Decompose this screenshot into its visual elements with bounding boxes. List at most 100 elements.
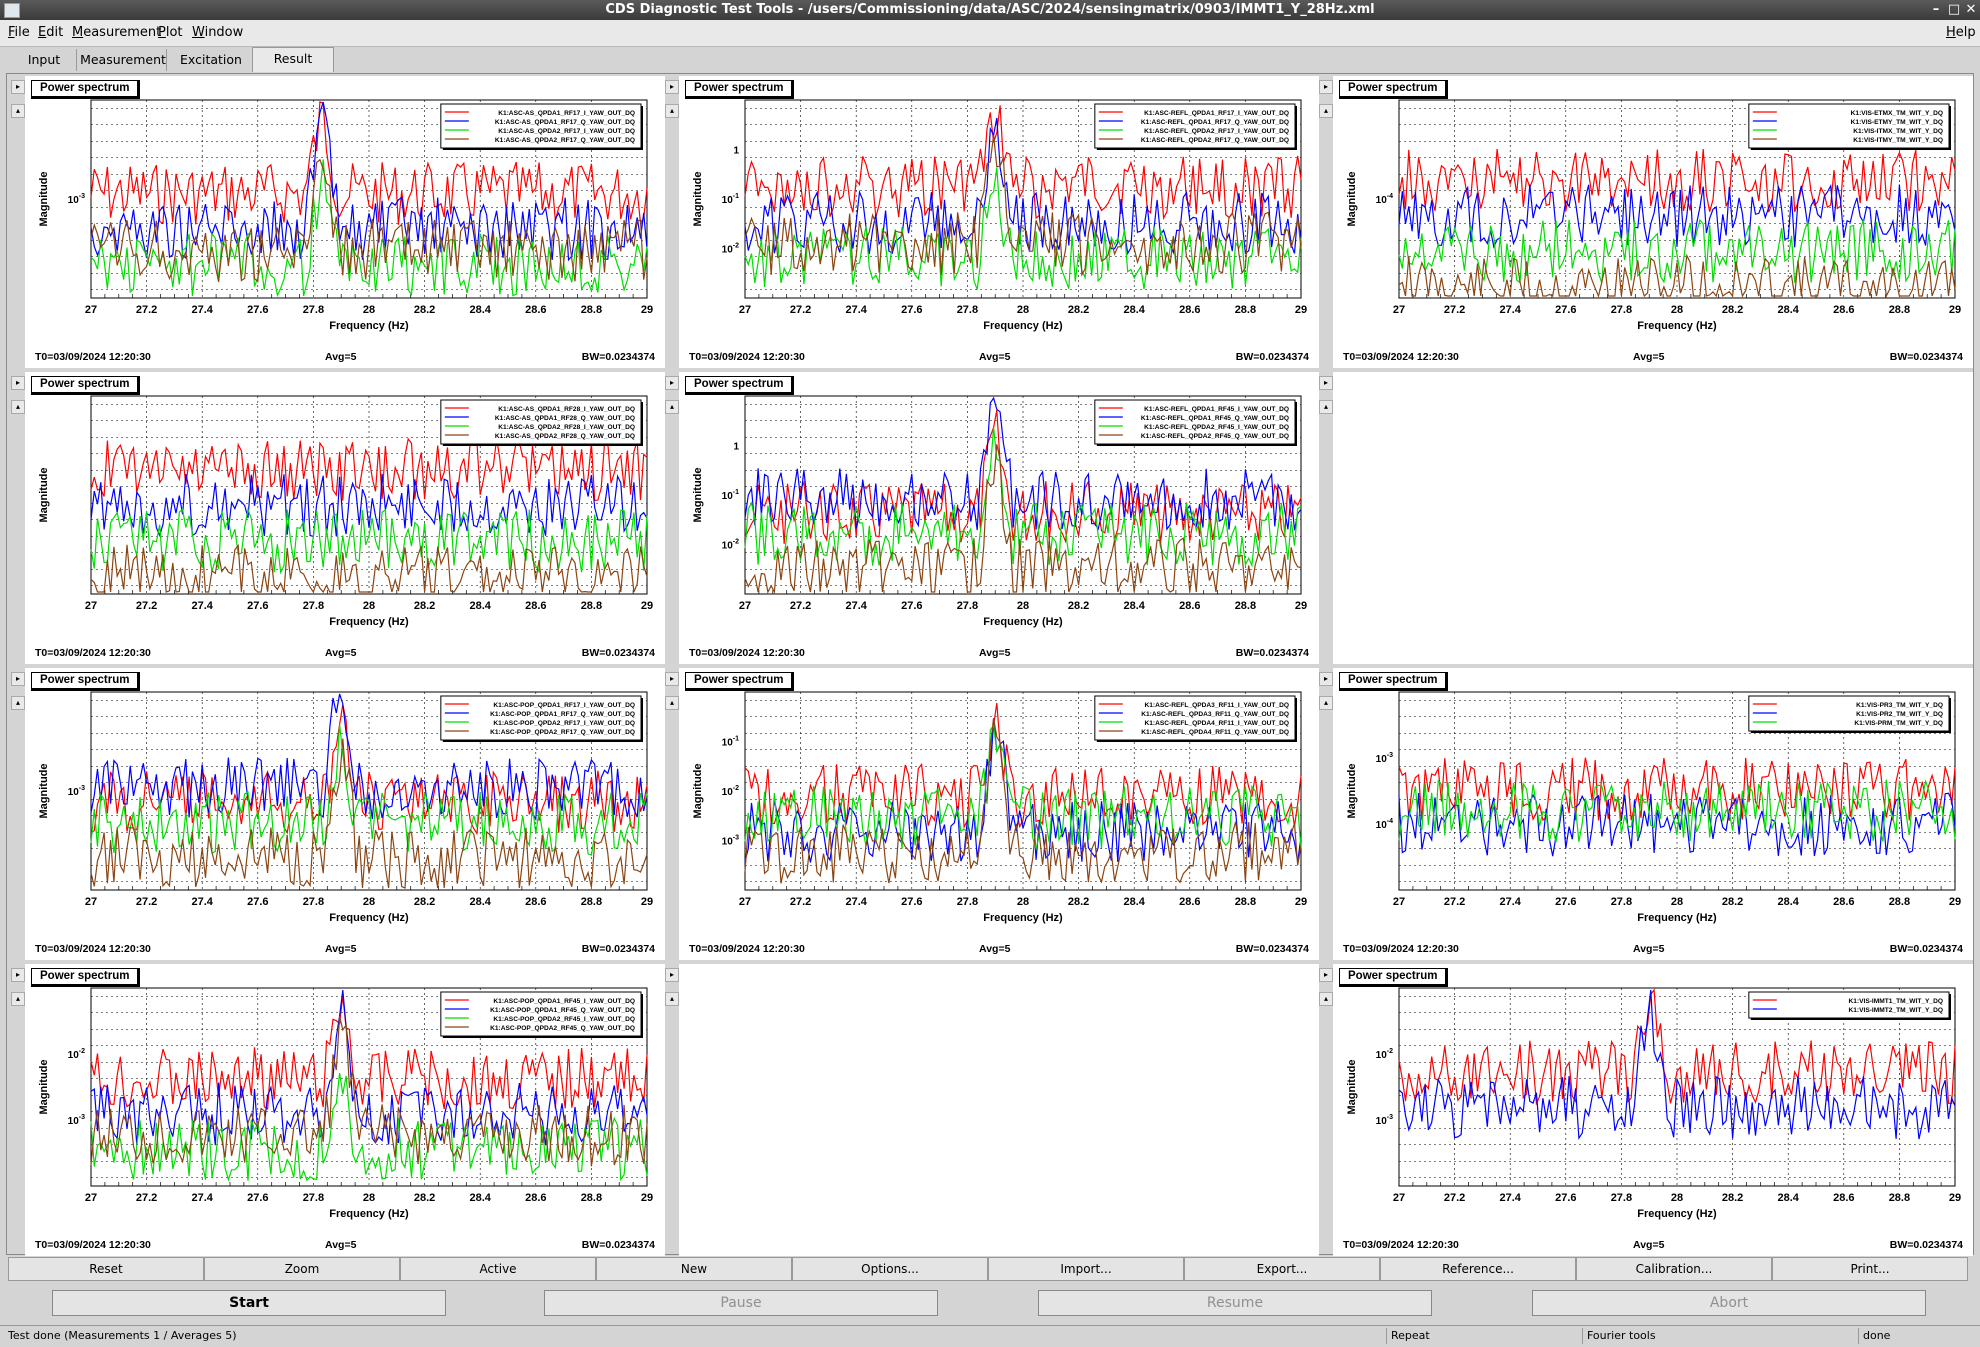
panel-expand-icon[interactable]: ▸: [1319, 80, 1333, 94]
start-button[interactable]: Start: [52, 1290, 446, 1316]
y-axis-label: Magnitude: [38, 1060, 50, 1115]
panel-expand-icon[interactable]: ▸: [11, 968, 25, 982]
plot-frame: [744, 99, 1302, 299]
power-spectrum-pad[interactable]: Power spectrum 27 27.2 27.4 27.6 27.8 28 28.2 28…: [25, 372, 665, 664]
new-button[interactable]: New: [596, 1257, 792, 1281]
x-tick-label: 28.4: [469, 304, 491, 316]
spectrum-plot[interactable]: 27 27.2 27.4 27.6 27.8 28 28.2 28.4 28.6 28.8 29 K1…: [25, 372, 665, 642]
x-axis-label: Frequency (Hz): [983, 912, 1063, 924]
x-tick-label: 28.8: [1235, 304, 1256, 316]
x-tick-label: 27.6: [901, 896, 922, 908]
options-button[interactable]: Options...: [792, 1257, 988, 1281]
panel-expand-icon[interactable]: ▸: [665, 376, 679, 390]
panel-collapse-icon[interactable]: ▴: [1319, 400, 1333, 414]
panel-expand-icon[interactable]: ▸: [665, 672, 679, 686]
spectrum-plot[interactable]: 27 27.2 27.4 27.6 27.8 28 28.2 28.4 28.6 28.8 29 1 1…: [679, 372, 1319, 642]
panel-expand-icon[interactable]: ▸: [1319, 376, 1333, 390]
legend-entry: K1:ASC-POP_QPDA1_RF17_I_YAW_OUT_DQ: [493, 702, 635, 709]
x-tick-label: 28: [1671, 896, 1683, 908]
minimize-icon[interactable]: –: [1932, 2, 1940, 17]
menu-measurement[interactable]: Measurement: [72, 25, 162, 40]
spectrum-plot[interactable]: 27 27.2 27.4 27.6 27.8 28 28.2 28.4 28.6 28.8 29 10…: [25, 76, 665, 346]
menu-window[interactable]: Window: [192, 25, 244, 40]
legend-entry: K1:ASC-POP_QPDA2_RF17_Q_YAW_OUT_DQ: [490, 729, 635, 736]
spectrum-plot[interactable]: 27 27.2 27.4 27.6 27.8 28 28.2 28.4 28.6 28.8 29 10…: [1333, 964, 1973, 1234]
menu-file[interactable]: File: [8, 25, 30, 40]
zoom-button[interactable]: Zoom: [204, 1257, 400, 1281]
pad-controls: ▸ ▴: [11, 376, 25, 424]
panel-collapse-icon[interactable]: ▴: [665, 104, 679, 118]
action-button-row: Start Pause Resume Abort: [0, 1290, 1980, 1320]
tab-input[interactable]: Input: [12, 49, 77, 71]
spectrum-trace: [1398, 218, 1956, 284]
maximize-icon[interactable]: □: [1947, 2, 1961, 17]
spectrum-plot[interactable]: 27 27.2 27.4 27.6 27.8 28 28.2 28.4 28.6 28.8 29 10…: [679, 668, 1319, 938]
panel-collapse-icon[interactable]: ▴: [11, 696, 25, 710]
footer-t0: T0=03/09/2024 12:20:30: [689, 647, 805, 659]
spectrum-plot[interactable]: 27 27.2 27.4 27.6 27.8 28 28.2 28.4 28.6 28.8 29 10…: [25, 668, 665, 938]
panel-collapse-icon[interactable]: ▴: [665, 400, 679, 414]
export-button[interactable]: Export...: [1184, 1257, 1380, 1281]
panel-collapse-icon[interactable]: ▴: [11, 400, 25, 414]
power-spectrum-pad[interactable]: Power spectrum 27 27.2 27.4 27.6 27.8 28 28.2 28…: [679, 372, 1319, 664]
menu-edit[interactable]: Edit: [38, 25, 64, 40]
panel-expand-icon[interactable]: ▸: [11, 376, 25, 390]
menu-plot[interactable]: Plot: [158, 25, 183, 40]
legend-entry: K1:ASC-REFL_QPDA3_RF11_Q_YAW_OUT_DQ: [1141, 711, 1289, 718]
x-tick-label: 28.2: [1722, 896, 1743, 908]
spectrum-plot[interactable]: 27 27.2 27.4 27.6 27.8 28 28.2 28.4 28.6 28.8 29 10…: [1333, 668, 1973, 938]
x-tick-label: 27.4: [1499, 896, 1521, 908]
panel-collapse-icon[interactable]: ▴: [11, 992, 25, 1006]
x-tick-label: 27: [739, 304, 751, 316]
panel-collapse-icon[interactable]: ▴: [1319, 104, 1333, 118]
calibration-button[interactable]: Calibration...: [1576, 1257, 1772, 1281]
close-icon[interactable]: ✕: [1965, 2, 1977, 17]
tab-excitation[interactable]: Excitation: [170, 49, 253, 71]
power-spectrum-pad[interactable]: Power spectrum 27 27.2 27.4 27.6 27.8 28 28.2 28…: [1333, 964, 1973, 1256]
footer-t0: T0=03/09/2024 12:20:30: [689, 943, 805, 955]
power-spectrum-pad[interactable]: Power spectrum 27 27.2 27.4 27.6 27.8 28 28.2 28…: [25, 668, 665, 960]
panel-expand-icon[interactable]: ▸: [665, 80, 679, 94]
panel-collapse-icon[interactable]: ▴: [665, 696, 679, 710]
panel-collapse-icon[interactable]: ▴: [1319, 992, 1333, 1006]
panel-collapse-icon[interactable]: ▴: [11, 104, 25, 118]
panel-expand-icon[interactable]: ▸: [11, 80, 25, 94]
footer-bw: BW=0.0234374: [1889, 1239, 1963, 1251]
power-spectrum-pad[interactable]: Power spectrum 27 27.2 27.4 27.6 27.8 28 28.2 28…: [25, 76, 665, 368]
import-button[interactable]: Import...: [988, 1257, 1184, 1281]
resume-button[interactable]: Resume: [1038, 1290, 1432, 1316]
power-spectrum-pad[interactable]: Power spectrum 27 27.2 27.4 27.6 27.8 28 28.2 28…: [679, 668, 1319, 960]
x-tick-label: 28.2: [1068, 896, 1089, 908]
panel-collapse-icon[interactable]: ▴: [1319, 696, 1333, 710]
spectrum-plot[interactable]: 27 27.2 27.4 27.6 27.8 28 28.2 28.4 28.6 28.8 29 1 1…: [679, 76, 1319, 346]
menu-bar: File Edit Measurement Plot Window Help: [0, 20, 1980, 47]
y-tick-label: 10-2: [722, 243, 739, 256]
print-button[interactable]: Print...: [1772, 1257, 1968, 1281]
power-spectrum-pad[interactable]: Power spectrum 27 27.2 27.4 27.6 27.8 28 28.2 28…: [1333, 668, 1973, 960]
tab-measurement[interactable]: Measurement: [80, 49, 167, 71]
power-spectrum-pad[interactable]: Power spectrum 27 27.2 27.4 27.6 27.8 28 28.2 28…: [25, 964, 665, 1256]
panel-expand-icon[interactable]: ▸: [1319, 672, 1333, 686]
legend-entry: K1:ASC-REFL_QPDA2_RF17_Q_YAW_OUT_DQ: [1141, 137, 1289, 144]
reference-button[interactable]: Reference...: [1380, 1257, 1576, 1281]
spectrum-plot[interactable]: 27 27.2 27.4 27.6 27.8 28 28.2 28.4 28.6 28.8 29 10…: [1333, 76, 1973, 346]
power-spectrum-pad[interactable]: Power spectrum 27 27.2 27.4 27.6 27.8 28 28.2 28…: [1333, 76, 1973, 368]
reset-button[interactable]: Reset: [8, 1257, 204, 1281]
tab-result[interactable]: Result: [252, 47, 334, 72]
x-tick-label: 27.8: [957, 896, 978, 908]
spectrum-trace: [90, 989, 648, 1146]
active-button[interactable]: Active: [400, 1257, 596, 1281]
panel-expand-icon[interactable]: ▸: [1319, 968, 1333, 982]
footer-t0: T0=03/09/2024 12:20:30: [1343, 1239, 1459, 1251]
power-spectrum-pad[interactable]: Power spectrum 27 27.2 27.4 27.6 27.8 28 28.2 28…: [679, 76, 1319, 368]
legend-entry: K1:VIS-ITMY_TM_WIT_Y_DQ: [1853, 137, 1943, 144]
plot-title: Power spectrum: [31, 80, 141, 99]
menu-help[interactable]: Help: [1946, 25, 1976, 40]
spectrum-trace: [90, 437, 648, 502]
pause-button[interactable]: Pause: [544, 1290, 938, 1316]
panel-expand-icon[interactable]: ▸: [11, 672, 25, 686]
abort-button[interactable]: Abort: [1532, 1290, 1926, 1316]
panel-expand-icon[interactable]: ▸: [665, 968, 679, 982]
spectrum-plot[interactable]: 27 27.2 27.4 27.6 27.8 28 28.2 28.4 28.6 28.8 29 10…: [25, 964, 665, 1234]
panel-collapse-icon[interactable]: ▴: [665, 992, 679, 1006]
